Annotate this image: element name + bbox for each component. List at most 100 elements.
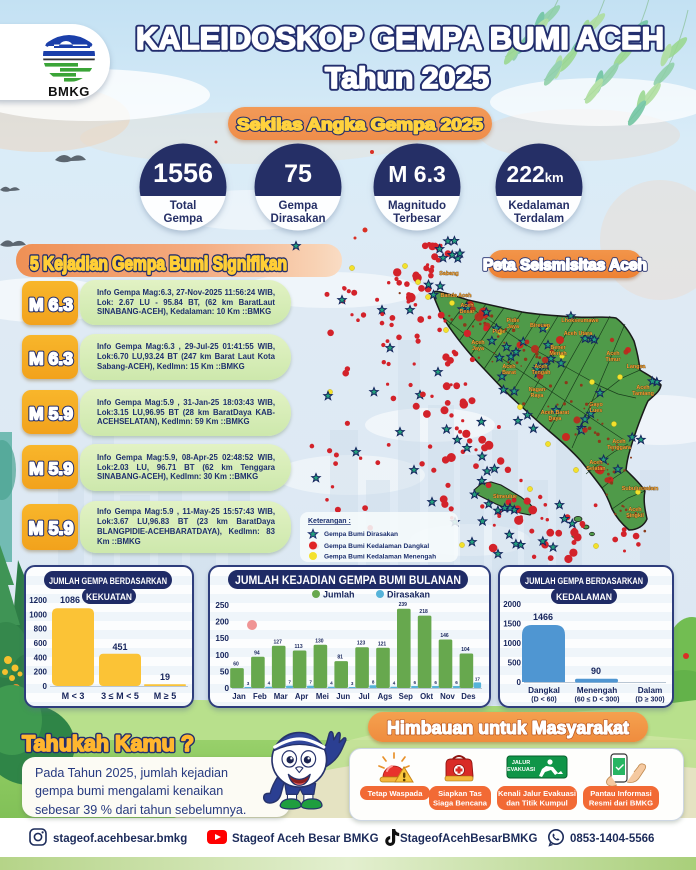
svg-text:Stageof Aceh Besar BMKG: Stageof Aceh Besar BMKG [232,833,379,845]
svg-text:Sekilas Angka Gempa 2025: Sekilas Angka Gempa 2025 [237,115,483,134]
svg-text:Gempa Bumi Kedalaman Menengah: Gempa Bumi Kedalaman Menengah [324,554,436,561]
svg-text:M 6.3: M 6.3 [388,161,446,187]
svg-text:400: 400 [34,653,48,662]
svg-text:Himbauan untuk Masyarakat: Himbauan untuk Masyarakat [387,718,629,738]
svg-text:Dirasakan: Dirasakan [271,213,326,225]
svg-text:0: 0 [43,682,48,691]
svg-text:Jun: Jun [336,692,350,701]
svg-text:1500: 1500 [503,620,521,629]
svg-text:Ags: Ags [378,692,393,701]
svg-text:239: 239 [399,602,408,608]
svg-text:Keterangan :: Keterangan : [308,518,351,525]
svg-text:1000: 1000 [503,639,521,648]
svg-text:stageof.acehbesar.bmkg: stageof.acehbesar.bmkg [53,833,187,845]
svg-text:Langsa: Langsa [627,364,647,370]
svg-text:Tetap Waspada: Tetap Waspada [368,789,424,798]
svg-text:100: 100 [215,651,229,660]
svg-text:4: 4 [393,681,396,686]
svg-text:Gempa: Gempa [279,200,319,212]
svg-text:6: 6 [414,680,417,685]
svg-text:Dalam: Dalam [638,686,663,695]
svg-text:Dirasakan: Dirasakan [387,590,430,600]
svg-text:3: 3 [351,681,354,686]
svg-text:Pantau Informasi: Pantau Informasi [590,789,652,798]
svg-text:Bireuen: Bireuen [530,323,550,329]
svg-text:0853-1404-5566: 0853-1404-5566 [570,833,654,845]
svg-text:M 6.3: M 6.3 [29,294,73,314]
svg-text:200: 200 [34,668,48,677]
svg-text:KALEIDOSKOP GEMPA BUMI ACEH: KALEIDOSKOP GEMPA BUMI ACEH [136,20,664,56]
svg-text:2000: 2000 [503,600,521,609]
svg-text:6: 6 [455,680,458,685]
svg-text:0: 0 [517,678,522,687]
svg-text:BMKG: BMKG [48,84,90,98]
svg-text:1466: 1466 [533,612,553,622]
svg-text:Nov: Nov [440,692,455,701]
svg-text:121: 121 [378,641,387,647]
svg-text:M 6.3: M 6.3 [29,348,73,368]
svg-text:19: 19 [160,672,170,682]
svg-text:Sabang: Sabang [439,271,458,277]
svg-text:3 ≤ M < 5: 3 ≤ M < 5 [101,691,139,701]
svg-text:1556: 1556 [153,158,213,188]
svg-text:Simeulue: Simeulue [493,494,517,500]
svg-text:7: 7 [309,680,312,685]
svg-text:Jul: Jul [358,692,369,701]
svg-text:Gempa Bumi Kedalaman Dangkal: Gempa Bumi Kedalaman Dangkal [324,543,429,550]
svg-text:M < 3: M < 3 [62,691,85,701]
svg-text:127: 127 [274,639,283,645]
svg-text:Total: Total [170,200,197,212]
svg-text:250: 250 [215,601,229,610]
svg-text:500: 500 [508,659,522,668]
svg-text:Siaga Bencana: Siaga Bencana [433,799,488,808]
svg-text:94: 94 [254,650,260,656]
svg-text:Menengah: Menengah [577,686,618,695]
svg-text:Subulussalam: Subulussalam [622,486,659,492]
svg-text:5 Kejadian Gempa Bumi Signifik: 5 Kejadian Gempa Bumi Signifikan [30,254,287,275]
svg-text:JUMLAH KEJADIAN GEMPA BUMI BUL: JUMLAH KEJADIAN GEMPA BUMI BULANAN [235,573,461,587]
svg-text:150: 150 [215,634,229,643]
svg-text:3: 3 [247,681,250,686]
svg-text:Magnitudo: Magnitudo [388,200,446,212]
svg-text:JALUR: JALUR [512,760,530,766]
svg-text:JUMLAH GEMPA BERDASARKAN: JUMLAH GEMPA BERDASARKAN [525,576,643,587]
svg-text:EVAKUASI: EVAKUASI [507,767,535,773]
svg-text:M 5.9: M 5.9 [28,519,73,539]
svg-text:Gempa Bumi Dirasakan: Gempa Bumi Dirasakan [324,531,398,538]
svg-text:Resmi dari BMKG: Resmi dari BMKG [589,799,653,808]
svg-text:90: 90 [591,666,601,676]
svg-text:Peta Seismisitas Aceh: Peta Seismisitas Aceh [483,257,647,274]
svg-text:81: 81 [337,655,343,661]
svg-text:M 6.3: M 6.3 [29,294,73,314]
svg-text:Jumlah: Jumlah [323,590,355,600]
svg-text:Dangkal: Dangkal [528,686,560,695]
svg-text:Pidie: Pidie [493,329,506,335]
svg-text:Aceh Utara: Aceh Utara [564,331,593,337]
svg-text:8: 8 [372,679,375,684]
svg-text:(D < 60): (D < 60) [531,697,556,704]
svg-text:M 5.9: M 5.9 [29,403,73,423]
svg-text:Gempa: Gempa [164,213,204,225]
svg-text:M 5.9: M 5.9 [29,403,73,423]
svg-text:75: 75 [284,160,312,188]
svg-text:1086: 1086 [60,595,80,605]
svg-text:M ≥ 5: M ≥ 5 [154,691,176,701]
svg-text:200: 200 [215,618,229,627]
svg-text:Apr: Apr [295,692,308,701]
svg-text:50: 50 [220,667,230,676]
svg-text:Kenali Jalur Evakuasi: Kenali Jalur Evakuasi [498,789,576,798]
svg-text:600: 600 [34,639,48,648]
svg-text:(D ≥ 300): (D ≥ 300) [635,697,664,704]
svg-text:1200: 1200 [29,596,47,605]
svg-text:Sep: Sep [399,692,414,701]
svg-text:4: 4 [268,681,271,686]
svg-text:M 5.9: M 5.9 [28,519,73,539]
svg-text:KEDALAMAN: KEDALAMAN [556,592,612,602]
svg-text:Terdalam: Terdalam [514,213,564,225]
